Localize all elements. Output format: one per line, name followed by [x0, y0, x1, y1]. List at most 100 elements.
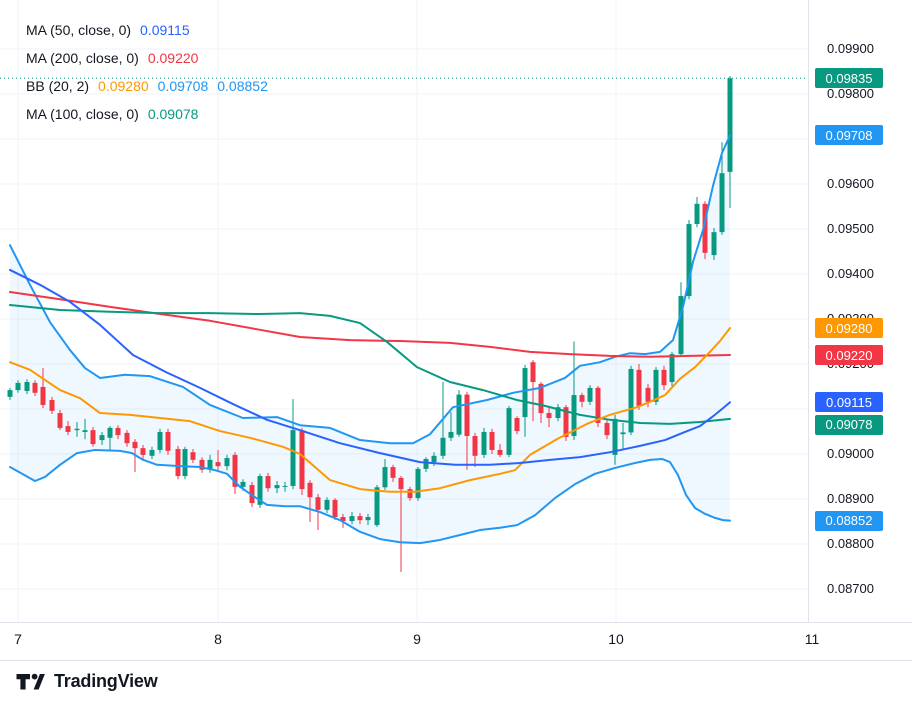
candle-body — [299, 430, 305, 490]
candle-body — [522, 368, 528, 418]
indicator-value: 0.09280 — [98, 78, 149, 94]
indicator-label: BB (20, 2) — [26, 78, 90, 94]
candle-body — [82, 430, 88, 432]
candle-body — [107, 427, 113, 438]
time-label: 8 — [214, 631, 222, 647]
bollinger-fill — [10, 135, 730, 544]
candle-body — [497, 449, 503, 455]
price-label: 0.09800 — [827, 86, 874, 101]
candle-body — [232, 454, 238, 487]
bb-basis-badge: 0.09280 — [815, 318, 883, 338]
price-label: 0.09500 — [827, 221, 874, 236]
candle-body — [40, 386, 46, 405]
candle-body — [140, 448, 146, 455]
candle-body — [215, 462, 221, 467]
time-label: 7 — [14, 631, 22, 647]
tradingview-logo[interactable]: TradingView — [16, 671, 158, 692]
price-label: 0.08800 — [827, 536, 874, 551]
candle-body — [440, 437, 446, 456]
tradingview-logo-text: TradingView — [54, 671, 158, 691]
price-label: 0.08900 — [827, 491, 874, 506]
grid-lines — [0, 0, 808, 622]
candle-body — [90, 430, 96, 445]
candle-body — [49, 400, 55, 411]
candle-body — [307, 482, 313, 498]
candle-body — [563, 407, 569, 437]
candle-body — [645, 387, 651, 402]
candle-body — [315, 497, 321, 510]
candle-body — [653, 369, 659, 402]
candle-body — [506, 408, 512, 455]
candle-body — [661, 369, 667, 386]
candle-body — [678, 296, 684, 355]
candle-body — [546, 413, 552, 418]
candle-body — [423, 458, 429, 469]
time-label: 9 — [413, 631, 421, 647]
candle-body — [571, 395, 577, 436]
candle-body — [431, 455, 437, 463]
candle-body — [530, 362, 536, 382]
tradingview-logo-icon — [16, 673, 45, 689]
indicator-legend: MA (50, close, 0) 0.09115 MA (200, close,… — [26, 16, 268, 128]
candle-body — [555, 407, 561, 418]
candle-body — [669, 354, 675, 382]
indicator-label: MA (200, close, 0) — [26, 50, 139, 66]
candle-body — [175, 449, 181, 477]
candle-body — [340, 517, 346, 522]
candle-body — [612, 418, 618, 455]
candle-body — [115, 427, 121, 436]
price-axis[interactable]: 0.099000.098000.096000.095000.094000.093… — [808, 0, 912, 622]
candle-body — [604, 422, 610, 436]
time-label: 10 — [608, 631, 624, 647]
indicator-label: MA (50, close, 0) — [26, 22, 132, 38]
price-label: 0.09000 — [827, 446, 874, 461]
candle-body — [257, 476, 263, 505]
legend-row-ma100[interactable]: MA (100, close, 0) 0.09078 — [26, 100, 268, 128]
candle-body — [390, 467, 396, 478]
time-label: 11 — [804, 631, 820, 647]
candle-body — [7, 390, 13, 397]
candle-body — [711, 232, 717, 256]
candle-body — [628, 368, 634, 433]
candle-body — [165, 431, 171, 451]
indicator-value: 0.09220 — [147, 50, 199, 66]
candle-body — [99, 435, 105, 441]
chart-plot-area[interactable] — [0, 0, 808, 622]
candle-body — [587, 387, 593, 402]
ma-200-line — [9, 291, 731, 358]
candle-body — [65, 426, 71, 432]
candle-body — [686, 224, 692, 297]
bollinger-upper-line — [9, 134, 731, 445]
candle-body — [15, 382, 21, 391]
candle-body — [132, 441, 138, 449]
candle-body — [290, 430, 296, 486]
price-label: 0.09900 — [827, 41, 874, 56]
ma-50-line — [9, 268, 731, 466]
candle-body — [727, 78, 733, 172]
candle-body — [407, 489, 413, 499]
candle-body — [579, 395, 585, 402]
candle-body — [282, 485, 288, 487]
candle-body — [694, 203, 700, 225]
candle-body — [207, 459, 213, 470]
time-axis[interactable]: 7 8 9 10 11 — [0, 622, 912, 661]
candlestick-chart[interactable] — [0, 0, 808, 622]
candle-body — [157, 431, 163, 450]
candle-body — [398, 477, 404, 490]
candle-body — [514, 418, 520, 432]
candle-body — [124, 432, 130, 444]
legend-row-ma50[interactable]: MA (50, close, 0) 0.09115 — [26, 16, 268, 44]
ma200-badge: 0.09220 — [815, 345, 883, 365]
candle-body — [448, 431, 454, 438]
candle-body — [349, 516, 355, 522]
candle-body — [274, 485, 280, 489]
legend-row-bb[interactable]: BB (20, 2) 0.09280 0.09708 0.08852 — [26, 72, 268, 100]
candle-body — [636, 369, 642, 406]
bb-upper-badge: 0.09708 — [815, 125, 883, 146]
legend-row-ma200[interactable]: MA (200, close, 0) 0.09220 — [26, 44, 268, 72]
candle-body — [182, 449, 188, 477]
bb-lower-badge: 0.08852 — [815, 510, 883, 531]
candle-body — [456, 394, 462, 435]
candle-body — [489, 431, 495, 450]
